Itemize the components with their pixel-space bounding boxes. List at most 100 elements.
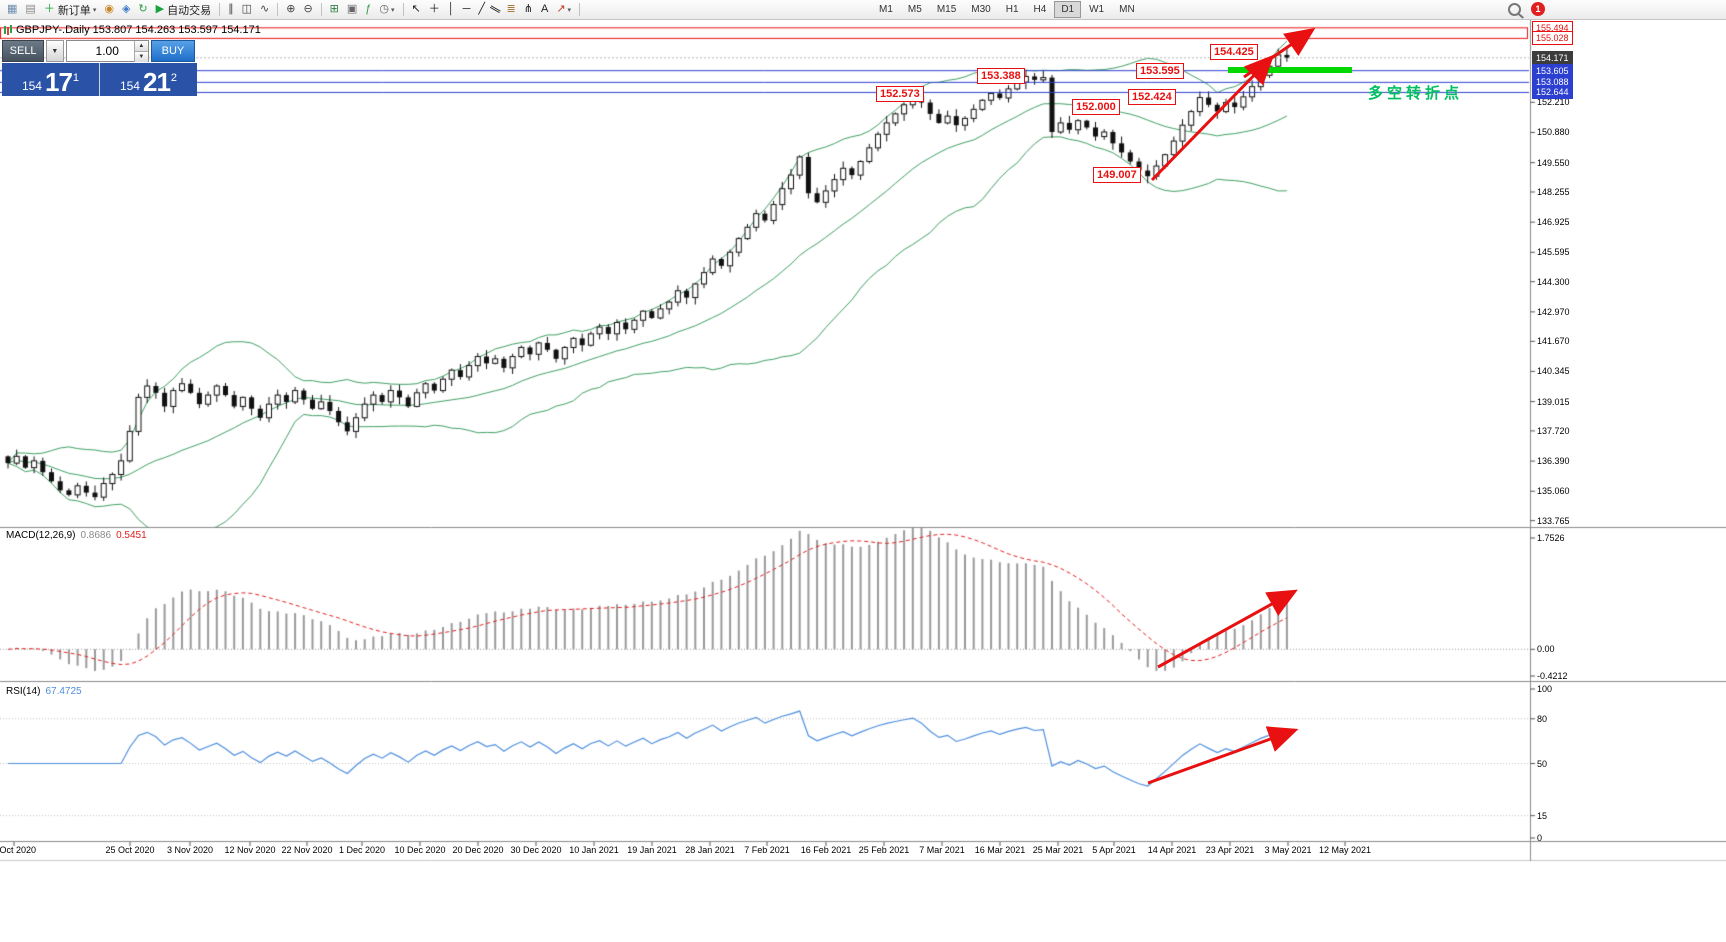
timeframe-h1-button[interactable]: H1 (1005, 4, 1019, 15)
date-label: 10 Dec 2020 (394, 845, 446, 855)
periods-icon: ◷ (379, 3, 390, 15)
lot-increase-button[interactable]: ▲ (133, 41, 148, 52)
date-label: 19 Jan 2021 (627, 845, 677, 855)
auto-trading-button[interactable]: ▶ 自动交易 (152, 1, 215, 18)
text-icon: A (540, 3, 549, 15)
buy-button[interactable]: BUY (150, 40, 195, 62)
vertical-line-icon[interactable]: │ (444, 1, 459, 18)
fibonacci-icon: ≣ (506, 3, 516, 15)
horizontal-line-icon[interactable]: ─ (459, 1, 475, 18)
arrows-icon: ↗ (556, 3, 566, 15)
macd-name: MACD(12,26,9) (6, 530, 76, 541)
timeframe-mn-button[interactable]: MN (1119, 4, 1135, 15)
cursor-icon: ↖ (411, 3, 421, 15)
timeframe-d1-button[interactable]: D1 (1054, 1, 1082, 18)
price-tick-label: 142.970 (1537, 306, 1570, 317)
candlestick-icon (4, 26, 6, 34)
cursor-icon[interactable]: ↖ (408, 1, 425, 18)
market-icon[interactable]: ◈ (118, 1, 134, 18)
timeframe-m30-button[interactable]: M30 (971, 4, 991, 15)
cascade-windows-icon: ▣ (346, 3, 358, 15)
mql5-community-icon[interactable]: ◉ (100, 1, 118, 18)
notifications-badge[interactable]: 1 (1531, 2, 1545, 16)
new-order-button-dropdown[interactable]: ▾ (92, 6, 97, 14)
price-annotation-label[interactable]: 152.573 (876, 86, 924, 103)
price-annotation-label[interactable]: 154.425 (1210, 44, 1258, 61)
date-label: 12 May 2021 (1318, 845, 1372, 855)
price-line-label: 155.494 (1532, 20, 1573, 35)
lot-spinner: ▲ ▼ (133, 41, 148, 62)
date-label: 12 Nov 2020 (224, 845, 276, 855)
tile-windows-icon[interactable]: ⊞ (326, 1, 343, 18)
date-label: 25 Feb 2021 (858, 845, 910, 855)
order-options-dropdown[interactable]: ▼ (46, 40, 64, 62)
channel-icon[interactable]: ∥ (489, 1, 503, 18)
date-label: 25 Oct 2020 (105, 845, 155, 855)
zoom-in-icon[interactable]: ⊕ (282, 1, 299, 18)
chart-profiles-icon[interactable]: ▤ (21, 1, 39, 18)
refresh-icon: ↻ (138, 3, 148, 15)
price-tick-label: 150.880 (1537, 127, 1570, 138)
trendline-icon: ╱ (478, 3, 486, 15)
zoom-out-icon[interactable]: ⊖ (299, 1, 316, 18)
lot-decrease-button[interactable]: ▼ (133, 52, 148, 62)
bar-chart-type-icon: ∥ (228, 3, 234, 15)
toolbar-right-group: 1 (1508, 2, 1545, 16)
sell-price-pips: 17 (44, 67, 73, 97)
main-toolbar: 1 ▦ ▤ ＋新订单 ▾ ◉ ◈ ↻ ▶ 自动交易 ∥ ◫ ∿ ⊕ ⊖ ⊞ ▣ ƒ ◷ ▾ ↖ ＋ │ ─ ╱ ∥ ≣ ⋔ A ↗ ▾ M1… (0, 0, 1726, 20)
price-annotation-label[interactable]: 153.388 (977, 67, 1025, 84)
candle-chart-type-icon[interactable]: ◫ (238, 1, 256, 18)
price-annotation-label[interactable]: 152.000 (1072, 99, 1120, 116)
timeframe-m15-button[interactable]: M15 (936, 4, 957, 15)
sell-price[interactable]: 154 17 1 (2, 63, 100, 96)
periods-icon[interactable]: ◷ ▾ (375, 1, 398, 18)
sell-button[interactable]: SELL (2, 40, 45, 62)
one-click-trading-panel: SELL ▼ 1.00 ▲ ▼ BUY 154 17 1 154 21 2 (2, 40, 197, 96)
date-label: 1 Dec 2020 (338, 845, 386, 855)
mql5-community-icon: ◉ (104, 3, 114, 15)
buy-price[interactable]: 154 21 2 (100, 63, 197, 96)
periods-icon-dropdown[interactable]: ▾ (391, 6, 395, 14)
horizontal-line-icon: ─ (462, 3, 471, 15)
timeframe-w1-button[interactable]: W1 (1089, 4, 1105, 15)
indicators-icon[interactable]: ƒ (361, 1, 375, 18)
fibonacci-icon[interactable]: ≣ (503, 1, 520, 18)
lot-size-input[interactable]: 1.00 ▲ ▼ (65, 40, 149, 62)
zone-label[interactable]: 多空转折点 (1368, 85, 1464, 102)
macd-label: MACD(12,26,9) 0.8686 0.5451 (6, 530, 147, 541)
price-annotation-label[interactable]: 152.424 (1128, 89, 1176, 106)
rsi-value: 67.4725 (45, 686, 82, 697)
date-label: 14 Apr 2021 (1147, 845, 1197, 855)
pitchfork-icon[interactable]: ⋔ (520, 1, 537, 18)
line-chart-type-icon[interactable]: ∿ (256, 1, 273, 18)
zoom-out-icon: ⊖ (303, 3, 313, 15)
timeframe-m1-button[interactable]: M1 (879, 4, 893, 15)
crosshair-icon[interactable]: ＋ (425, 1, 444, 18)
support-zone-bar[interactable] (1228, 67, 1352, 73)
date-label: 7 Mar 2021 (919, 845, 965, 855)
price-tick-label: 135.060 (1537, 486, 1570, 497)
date-label: 5 Oct 2020 (0, 845, 37, 855)
cascade-windows-icon[interactable]: ▣ (343, 1, 361, 18)
new-order-button: ＋ (43, 3, 55, 15)
arrows-icon-dropdown[interactable]: ▾ (567, 6, 572, 14)
search-icon[interactable] (1508, 2, 1521, 16)
refresh-icon[interactable]: ↻ (134, 1, 151, 18)
rsi-scale-label: 0 (1537, 833, 1543, 843)
arrows-icon[interactable]: ↗ ▾ (552, 1, 575, 18)
price-annotation-label[interactable]: 149.007 (1093, 166, 1141, 183)
price-tick-label: 152.210 (1537, 97, 1570, 108)
new-order-button[interactable]: ＋新订单 ▾ (40, 1, 101, 18)
new-chart-icon[interactable]: ▦ (3, 1, 21, 18)
trendline-icon[interactable]: ╱ (474, 1, 489, 18)
bar-chart-type-icon[interactable]: ∥ (224, 1, 238, 18)
toolbar-separator (579, 3, 581, 16)
timeframe-m5-button[interactable]: M5 (907, 4, 922, 15)
crosshair-icon: ＋ (428, 3, 440, 15)
price-line-label: 152.644 (1532, 85, 1573, 100)
timeframe-h4-button[interactable]: H4 (1033, 4, 1047, 15)
text-icon[interactable]: A (537, 1, 552, 18)
price-annotation-label[interactable]: 153.595 (1136, 62, 1184, 79)
